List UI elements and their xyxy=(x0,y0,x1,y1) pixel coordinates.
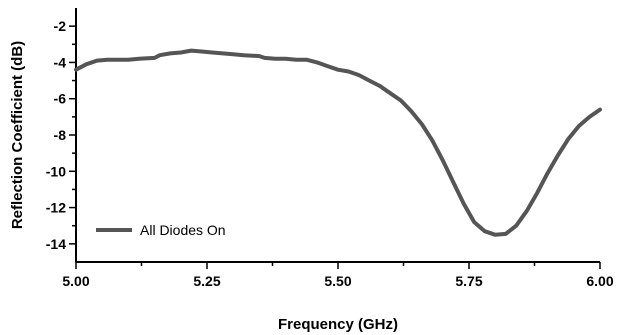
y-tick-label: -12 xyxy=(46,200,66,216)
x-tick-label: 6.00 xyxy=(586,273,613,289)
x-tick-label: 5.00 xyxy=(62,273,89,289)
y-tick-label: -2 xyxy=(54,18,67,34)
y-tick-label: -14 xyxy=(46,236,66,252)
x-tick-label: 5.50 xyxy=(324,273,351,289)
y-axis-title: Reflection Coefficient (dB) xyxy=(9,41,26,229)
x-tick-label: 5.75 xyxy=(455,273,482,289)
y-tick-label: -8 xyxy=(54,127,67,143)
series-line-all-diodes-on xyxy=(74,48,602,237)
y-tick-label: -4 xyxy=(54,54,67,70)
x-axis-title: Frequency (GHz) xyxy=(278,316,398,333)
axis-ticks xyxy=(69,25,601,269)
axis-tick-labels: 5.00 5.25 5.50 5.75 6.00 -2 -4 -6 -8 -10 -12 -14 xyxy=(46,18,614,289)
y-tick-label: -6 xyxy=(54,91,67,107)
legend: All Diodes On xyxy=(96,222,226,238)
legend-label: All Diodes On xyxy=(140,222,226,238)
y-tick-label: -10 xyxy=(46,163,66,179)
x-tick-label: 5.25 xyxy=(193,273,220,289)
